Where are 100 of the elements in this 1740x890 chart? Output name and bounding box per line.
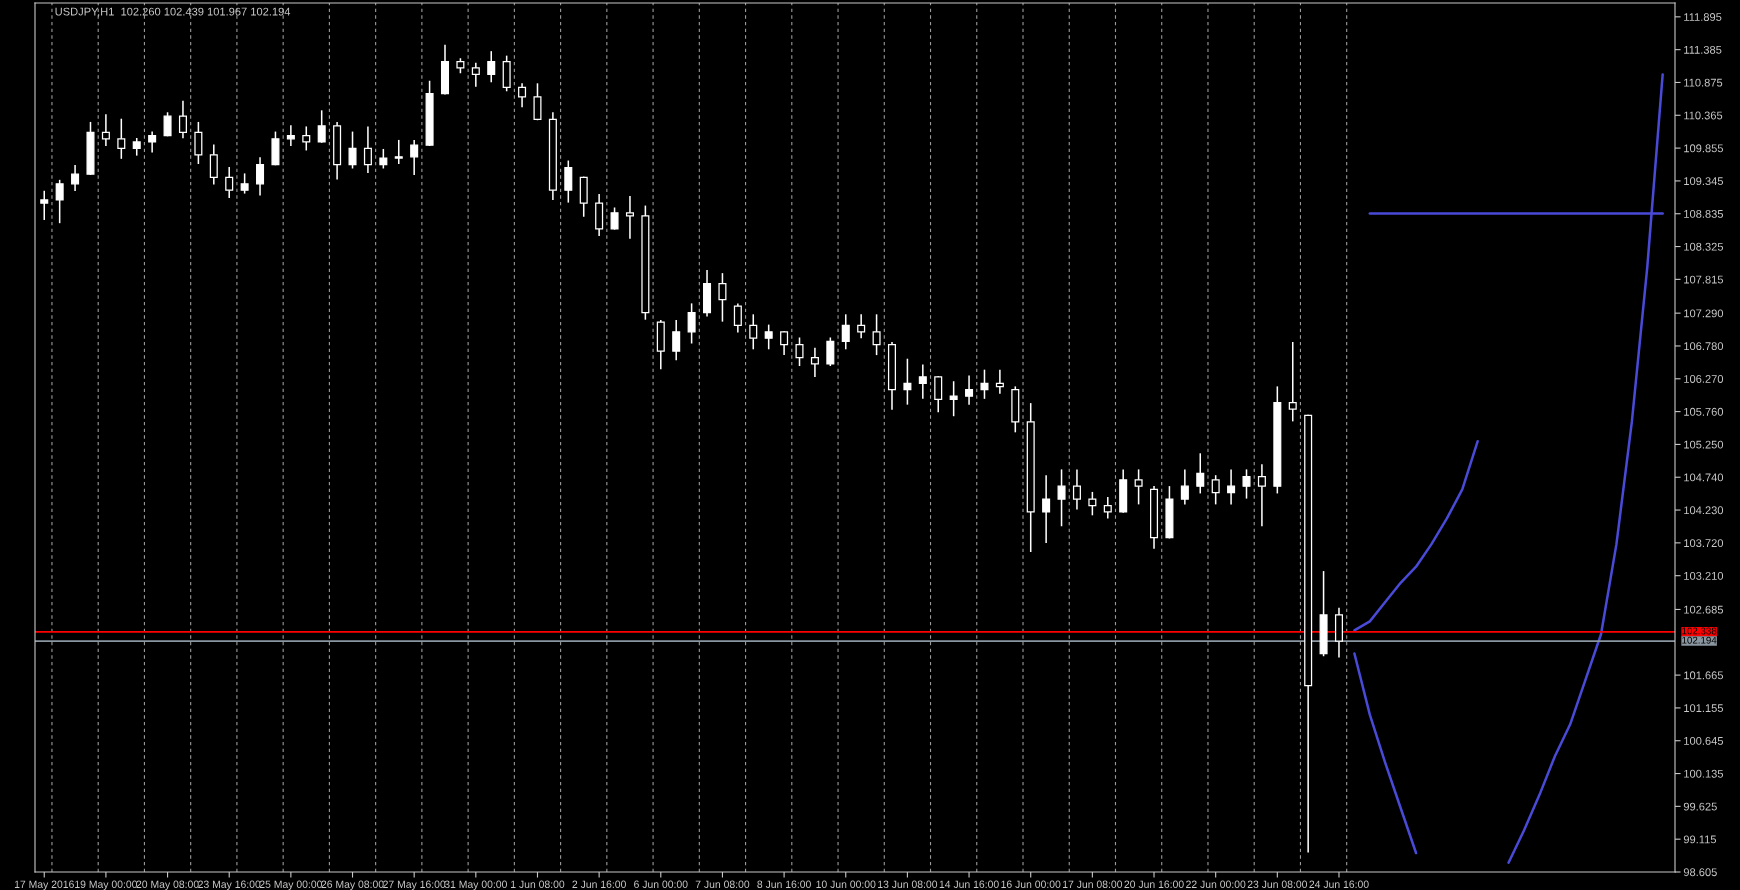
x-tick-label: 13 Jun 08:00 xyxy=(878,880,938,888)
candlestick xyxy=(718,273,727,322)
candlestick xyxy=(1072,469,1081,510)
candlestick xyxy=(379,148,388,169)
line-series xyxy=(1353,439,1479,632)
candlestick xyxy=(487,51,496,83)
candlestick xyxy=(1042,475,1051,543)
x-tick-label: 2 Jun 16:00 xyxy=(572,880,626,888)
candlestick xyxy=(40,190,49,220)
candlestick xyxy=(1257,464,1266,527)
candlestick xyxy=(672,320,681,361)
candlestick xyxy=(148,131,157,153)
y-tick-label: 101.665 xyxy=(1684,671,1724,680)
y-tick-label: 110.875 xyxy=(1684,78,1723,87)
candlestick xyxy=(826,337,835,367)
candlestick xyxy=(610,207,619,230)
ref-line-label: 102.338 xyxy=(1682,627,1717,635)
candlestick xyxy=(903,358,912,405)
x-tick-label: 14 Jun 16:00 xyxy=(939,880,999,888)
candlestick xyxy=(949,381,958,417)
y-tick-label: 111.895 xyxy=(1684,13,1722,21)
y-tick-label: 110.365 xyxy=(1684,111,1723,120)
x-tick-label: 20 May 08:00 xyxy=(136,880,199,890)
candlestick xyxy=(564,160,573,203)
candlestick xyxy=(101,114,110,146)
y-tick-label: 102.685 xyxy=(1684,605,1724,614)
candlestick xyxy=(363,126,372,173)
candlestick xyxy=(1288,341,1297,422)
x-tick-label: 31 May 00:00 xyxy=(444,880,507,890)
candlestick xyxy=(471,62,480,87)
x-tick-label: 17 Jun 08:00 xyxy=(1063,880,1123,888)
candlestick xyxy=(1242,469,1251,499)
candlestick xyxy=(857,314,866,339)
candlestick xyxy=(209,144,218,185)
x-tick-label: 22 Jun 00:00 xyxy=(1186,880,1246,888)
x-tick-label: 23 Jun 08:00 xyxy=(1247,880,1308,888)
candlestick xyxy=(1057,469,1066,527)
candlestick xyxy=(995,369,1004,394)
candlestick xyxy=(240,173,249,194)
x-tick-label: 17 May 2016 xyxy=(14,880,74,890)
x-tick-label: 23 May 16:00 xyxy=(198,880,261,890)
x-tick-label: 25 May 00:00 xyxy=(259,880,323,890)
candlestick xyxy=(872,314,881,356)
candlestick xyxy=(841,314,850,350)
y-tick-label: 108.325 xyxy=(1684,242,1724,251)
chart-title: USDJPY,H1 102.260 102.439 101.967 102.194 xyxy=(55,7,291,17)
y-tick-label: 104.230 xyxy=(1684,506,1724,515)
ref-line-label: 102.194 xyxy=(1682,636,1717,644)
y-tick-label: 105.250 xyxy=(1684,440,1724,449)
y-tick-label: 100.135 xyxy=(1684,769,1724,778)
y-tick-label: 109.855 xyxy=(1684,144,1724,153)
candlestick xyxy=(918,364,927,399)
y-tick-label: 106.780 xyxy=(1684,342,1724,351)
y-tick-label: 108.835 xyxy=(1684,210,1724,218)
x-tick-label: 10 Jun 00:00 xyxy=(816,880,876,888)
candlestick xyxy=(1196,453,1205,494)
candlestick xyxy=(1180,469,1189,505)
y-tick-label: 100.645 xyxy=(1684,737,1724,745)
candlestick xyxy=(1088,491,1097,516)
x-tick-label: 24 Jun 16:00 xyxy=(1309,880,1369,888)
candlestick xyxy=(795,337,804,367)
candlestick xyxy=(302,126,311,151)
candlestick xyxy=(1227,469,1236,505)
candlestick xyxy=(286,125,295,146)
y-tick-label: 98.605 xyxy=(1683,868,1717,877)
x-tick-label: 20 Jun 16:00 xyxy=(1124,880,1184,888)
candlestick xyxy=(533,83,542,121)
candlestick xyxy=(1103,497,1112,519)
y-tick-label: 104.740 xyxy=(1684,473,1724,482)
x-tick-label: 19 May 00:00 xyxy=(75,880,138,890)
candlestick xyxy=(980,369,989,399)
x-tick-label: 26 May 08:00 xyxy=(321,880,384,890)
x-tick-label: 6 Jun 00:00 xyxy=(634,880,688,888)
candlestick xyxy=(178,100,187,139)
y-tick-label: 103.720 xyxy=(1684,539,1724,547)
x-tick-label: 8 Jun 16:00 xyxy=(757,880,811,888)
candlestick xyxy=(810,347,819,377)
candlestick xyxy=(625,195,634,239)
y-tick-label: 111.385 xyxy=(1684,45,1722,54)
candlestick xyxy=(225,166,234,199)
candlestick xyxy=(117,118,126,159)
candlestick xyxy=(55,179,64,224)
candlestick xyxy=(348,131,357,169)
y-tick-label: 105.760 xyxy=(1684,407,1724,416)
candlestick xyxy=(733,303,742,333)
candlestick xyxy=(518,83,527,108)
candlestick xyxy=(780,331,789,356)
candlestick xyxy=(764,324,773,350)
x-tick-label: 1 Jun 08:00 xyxy=(511,880,565,888)
candlestick xyxy=(1211,475,1220,505)
candlestick xyxy=(749,314,758,350)
x-tick-label: 16 Jun 00:00 xyxy=(1001,880,1061,888)
x-tick-label: 27 May 16:00 xyxy=(383,880,446,890)
y-tick-label: 99.625 xyxy=(1683,802,1717,811)
y-tick-label: 99.115 xyxy=(1683,835,1717,844)
candlestick xyxy=(934,376,943,413)
candlestick xyxy=(1134,469,1143,505)
candlestick xyxy=(163,112,172,137)
candlestick xyxy=(194,121,203,164)
candlestick xyxy=(317,110,326,143)
